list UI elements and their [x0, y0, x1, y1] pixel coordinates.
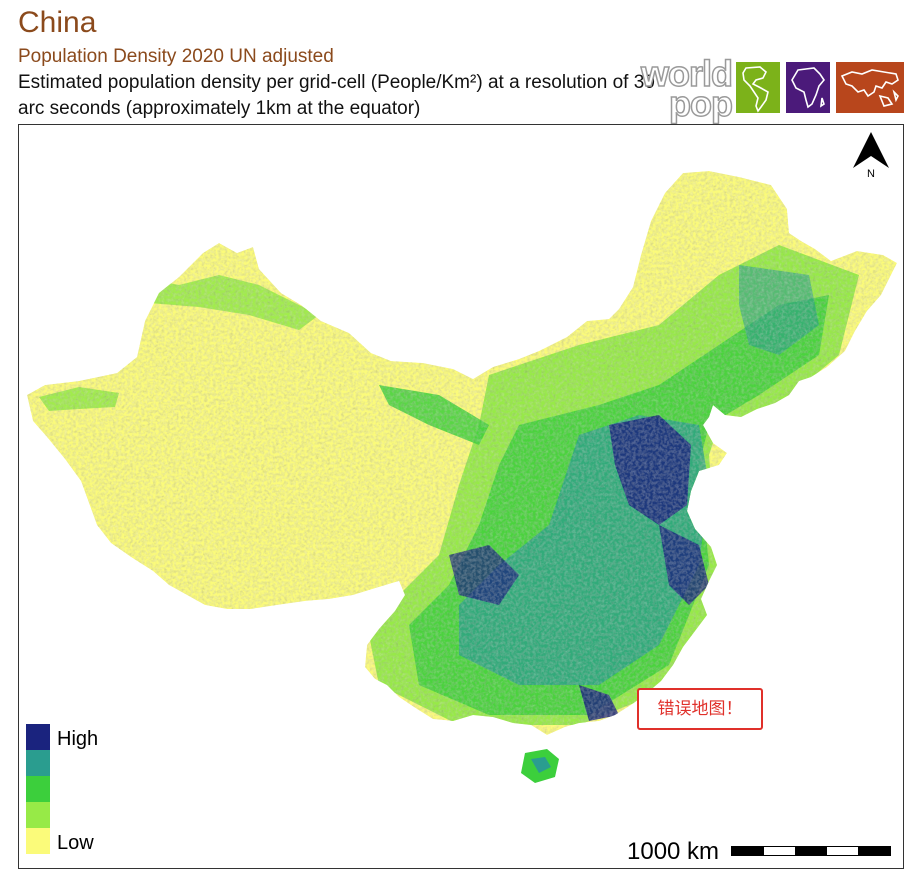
density-texture	[27, 171, 897, 735]
legend-swatch	[26, 802, 50, 828]
africa-icon	[786, 62, 830, 113]
legend-swatch	[26, 828, 50, 854]
worldpop-wordmark: world pop	[640, 53, 734, 124]
legend-low-label: Low	[57, 832, 94, 854]
worldpop-logo: world pop	[636, 53, 904, 124]
north-arrow-label: N	[867, 168, 875, 178]
legend-swatch	[26, 750, 50, 776]
legend-high-label: High	[57, 728, 99, 750]
map-description: Estimated population density per grid-ce…	[18, 72, 655, 119]
wrong-map-stamp: 错误地图！	[637, 688, 763, 730]
map-subtitle: Population Density 2020 UN adjusted	[18, 46, 334, 67]
scale-bar-graphic	[731, 846, 891, 856]
population-density-map	[27, 171, 897, 783]
legend-swatch	[26, 724, 50, 750]
map-frame	[18, 124, 904, 869]
north-arrow-icon: N	[853, 132, 889, 178]
map-title: China	[18, 6, 97, 39]
hainan-island-core	[531, 757, 551, 773]
americas-icon	[736, 62, 780, 113]
scale-bar-label: 1000 km	[627, 838, 720, 865]
legend-swatch	[26, 776, 50, 802]
asia-icon	[836, 62, 904, 113]
